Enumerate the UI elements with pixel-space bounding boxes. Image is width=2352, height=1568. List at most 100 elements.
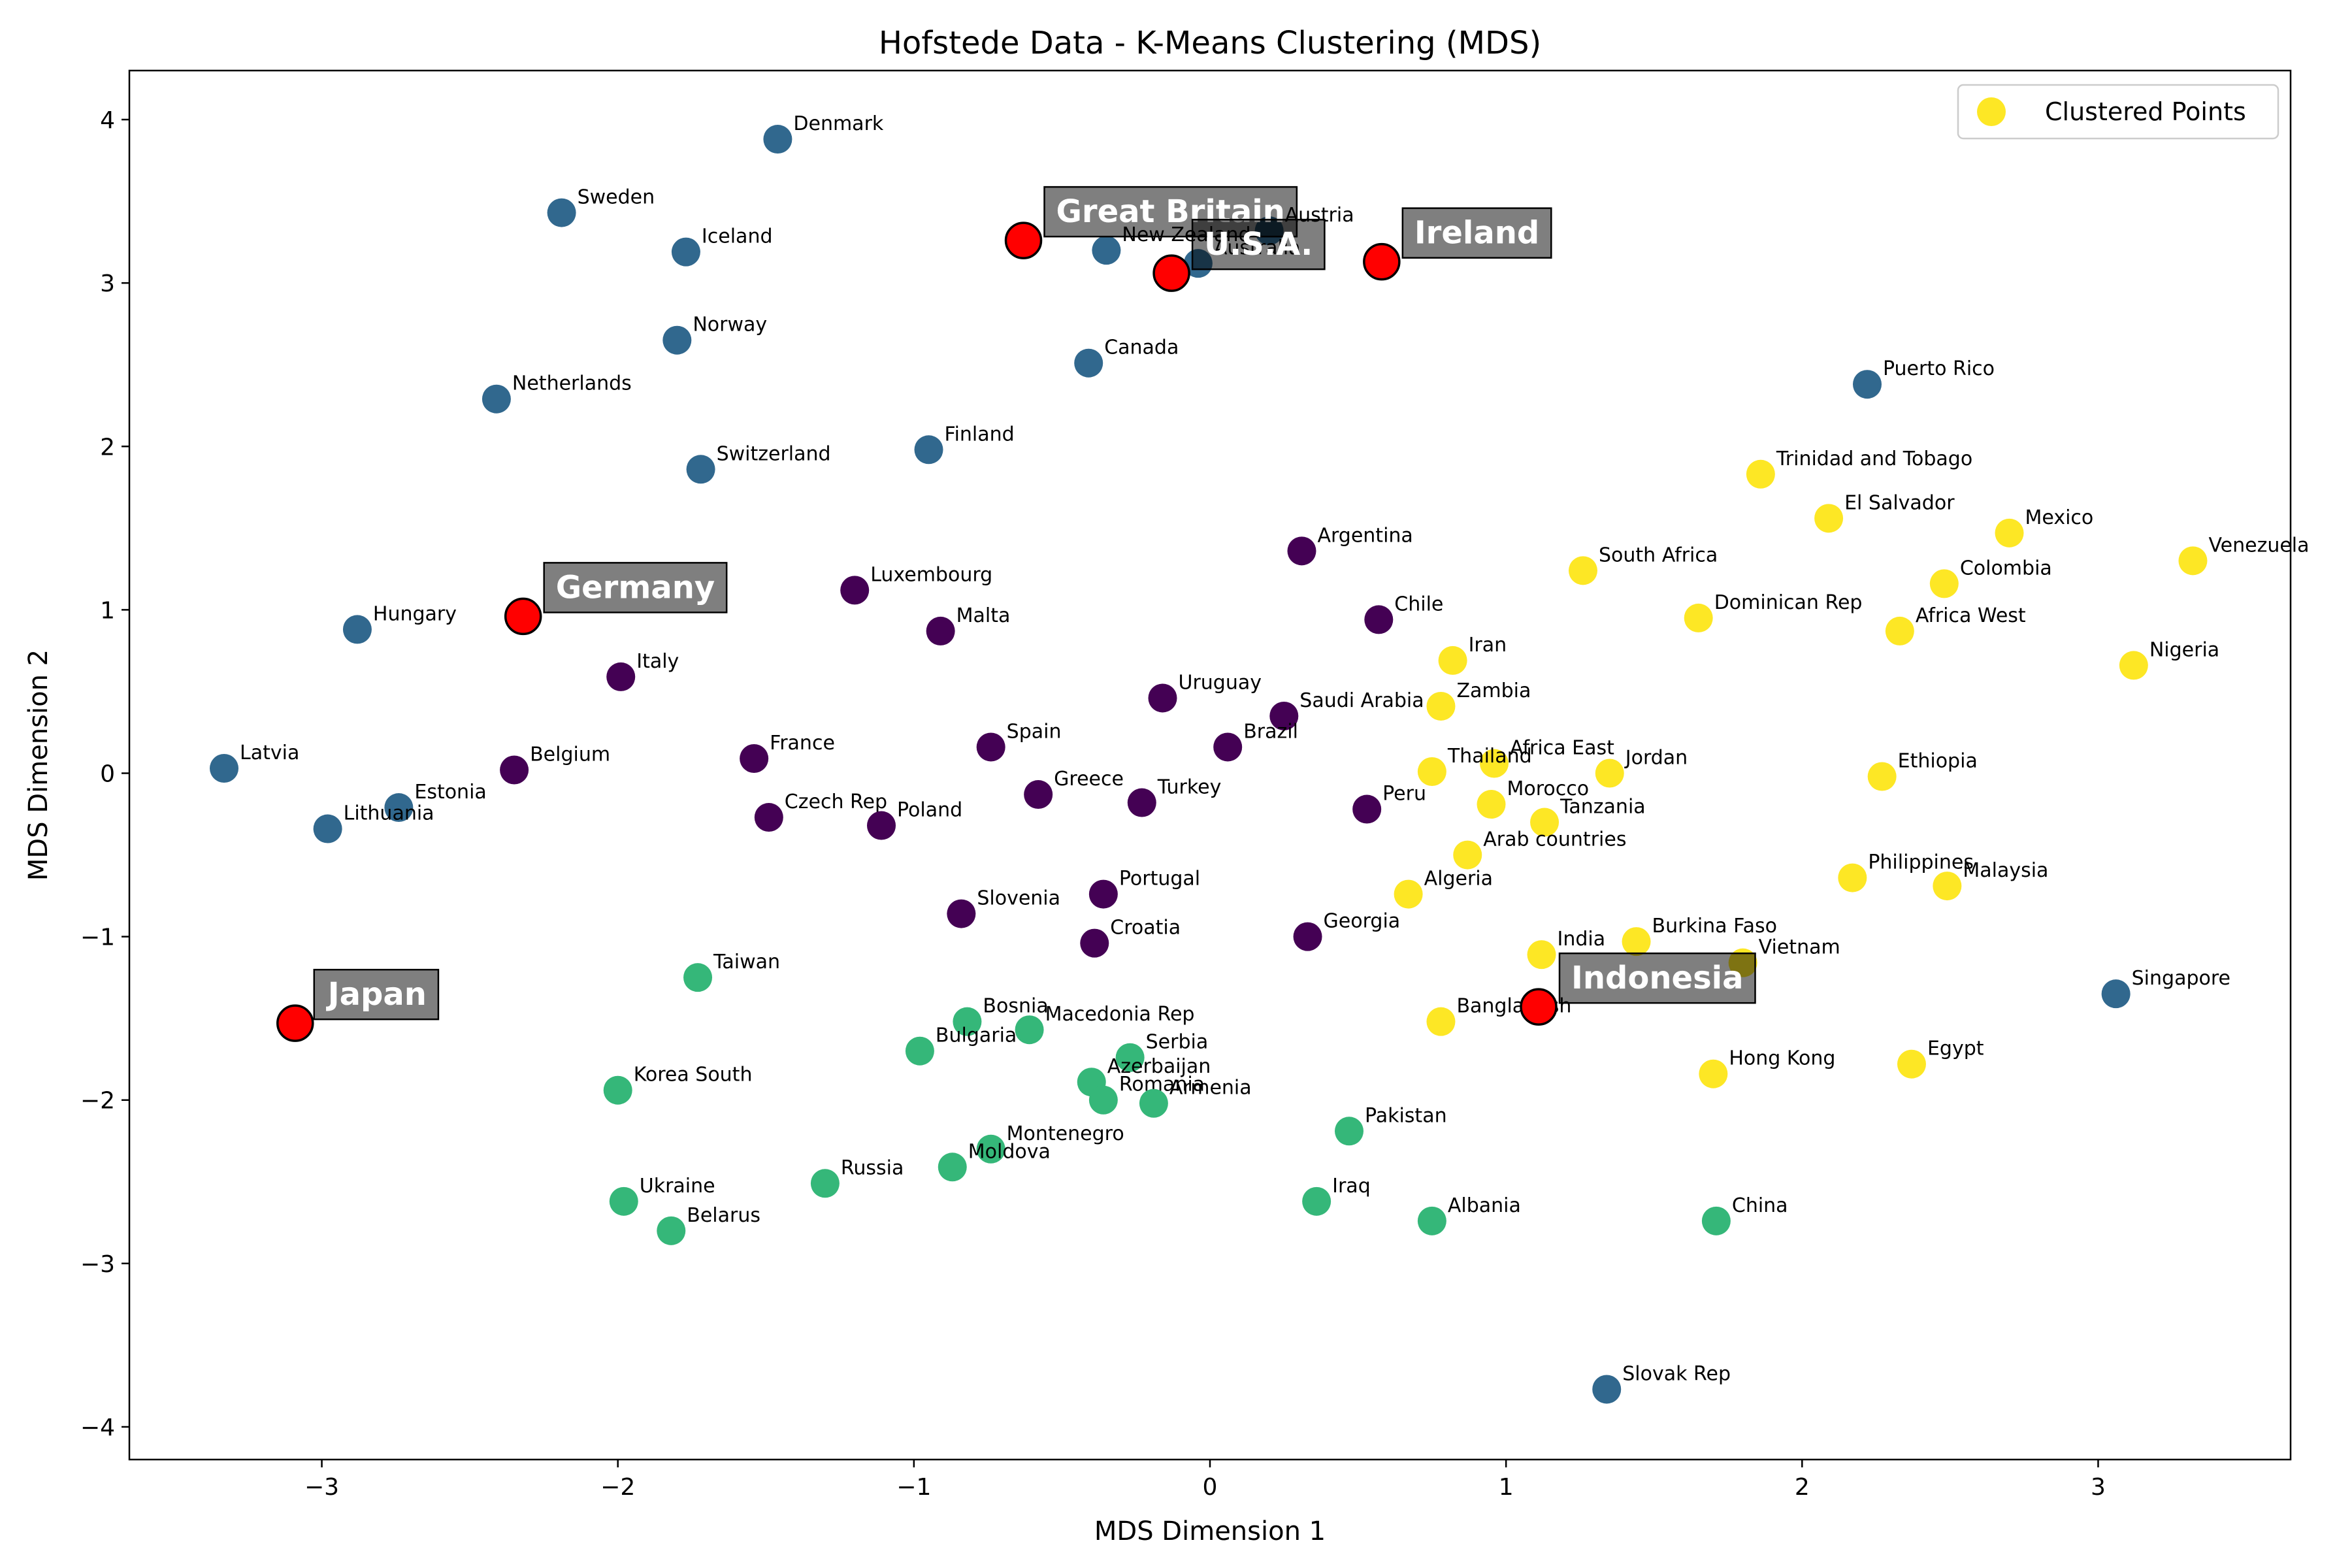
data-point (1699, 1059, 1728, 1088)
legend-box (1957, 84, 2279, 140)
point-label: Montenegro (1007, 1122, 1124, 1145)
point-label: Georgia (1324, 910, 1401, 933)
data-point (500, 755, 529, 785)
y-tick-label: −3 (80, 1251, 115, 1278)
data-point (1684, 603, 1713, 632)
point-label: Bulgaria (936, 1024, 1017, 1047)
point-label: Ethiopia (1898, 750, 1978, 773)
highlight-label: U.S.A. (1204, 226, 1313, 263)
point-label: Bosnia (983, 995, 1048, 1018)
highlight-label: Ireland (1414, 215, 1539, 252)
data-point (657, 1216, 686, 1245)
point-label: Arab countries (1483, 828, 1626, 851)
data-point (671, 237, 700, 267)
point-label: South Africa (1599, 544, 1718, 566)
data-point (1929, 569, 1959, 598)
data-point (342, 615, 372, 644)
legend: Clustered Points (1957, 84, 2279, 140)
highlight-label: Germany (556, 569, 715, 606)
data-point (1213, 732, 1243, 762)
highlight-label-box (1401, 207, 1552, 259)
point-label: Hong Kong (1729, 1047, 1835, 1070)
highlighted-point (1520, 988, 1558, 1026)
data-point (1088, 1085, 1118, 1115)
data-point (1933, 872, 1962, 901)
data-point (482, 384, 511, 414)
data-point (840, 576, 870, 605)
point-label: Malta (956, 604, 1011, 627)
y-tick-label: 3 (100, 270, 115, 297)
data-point (914, 435, 943, 465)
data-point (1426, 691, 1456, 721)
point-label: Belgium (530, 743, 610, 766)
data-point (754, 803, 783, 832)
data-point (683, 963, 713, 992)
data-point (1438, 645, 1467, 675)
point-label: Armenia (1169, 1077, 1252, 1100)
data-point (609, 1186, 638, 1216)
data-point (1074, 348, 1103, 378)
data-point (926, 616, 955, 645)
point-label: Philippines (1868, 851, 1974, 874)
point-label: Vietnam (1759, 936, 1840, 959)
y-axis: −4 −3 −2 −1 0 1 2 3 4 (80, 107, 129, 1441)
point-label: Belarus (687, 1204, 760, 1227)
data-point (1838, 863, 1867, 892)
x-tick-label: 0 (1203, 1474, 1218, 1501)
legend-marker (1977, 97, 2006, 126)
point-label: Hungary (373, 602, 457, 625)
legend-label: Clustered Points (2045, 97, 2246, 126)
point-label: Slovak Rep (1622, 1362, 1731, 1385)
point-label: Mexico (2025, 506, 2094, 529)
point-label: Malaysia (1963, 859, 2048, 882)
data-point (1364, 605, 1394, 634)
point-label: Czech Rep (785, 791, 887, 813)
data-point (763, 125, 792, 154)
data-point (2119, 651, 2148, 680)
data-point (686, 455, 715, 484)
data-point (1480, 749, 1509, 778)
point-label: Tanzania (1560, 796, 1646, 819)
data-point (1092, 236, 1121, 265)
data-point (905, 1036, 934, 1066)
point-label: Latvia (240, 742, 299, 764)
x-axis: −3 −2 −1 0 1 2 3 (304, 1460, 2106, 1501)
x-tick-label: −2 (600, 1474, 635, 1501)
data-point (1269, 701, 1299, 730)
x-tick-label: −3 (304, 1474, 339, 1501)
x-tick-label: 3 (2091, 1474, 2106, 1501)
y-tick-label: −2 (80, 1088, 115, 1115)
y-tick-label: 4 (100, 107, 115, 134)
highlight-annotation: U.S.A. (1191, 218, 1326, 270)
point-label: Turkey (1157, 776, 1222, 799)
highlight-label-box (543, 562, 728, 613)
point-label: Slovenia (977, 887, 1060, 910)
data-point (1568, 556, 1597, 585)
data-point (953, 1007, 982, 1036)
data-point (947, 899, 976, 928)
point-label: Algeria (1424, 868, 1493, 890)
data-point (1595, 759, 1624, 788)
data-point (384, 793, 414, 823)
point-label: Finland (945, 423, 1015, 446)
data-point (603, 1075, 632, 1105)
data-point (1417, 757, 1446, 787)
highlight-label-box (1191, 218, 1326, 270)
highlight-label: Japan (326, 976, 427, 1013)
x-tick-label: 1 (1499, 1474, 1514, 1501)
point-label: Taiwan (713, 951, 780, 973)
data-point (1530, 808, 1560, 837)
point-label: Korea South (634, 1064, 753, 1086)
chart-title: Hofstede Data - K-Means Clustering (MDS) (879, 25, 1541, 61)
data-point (1127, 788, 1156, 817)
data-point (1139, 1088, 1168, 1118)
x-axis-label: MDS Dimension 1 (1094, 1516, 1326, 1546)
point-label: Singapore (2132, 967, 2230, 990)
point-label: Lithuania (344, 802, 434, 825)
point-label: Estonia (414, 781, 486, 804)
point-label: Jordan (1624, 747, 1688, 770)
data-point (1852, 370, 1882, 399)
data-point (867, 811, 896, 840)
point-label: Greece (1054, 768, 1124, 791)
